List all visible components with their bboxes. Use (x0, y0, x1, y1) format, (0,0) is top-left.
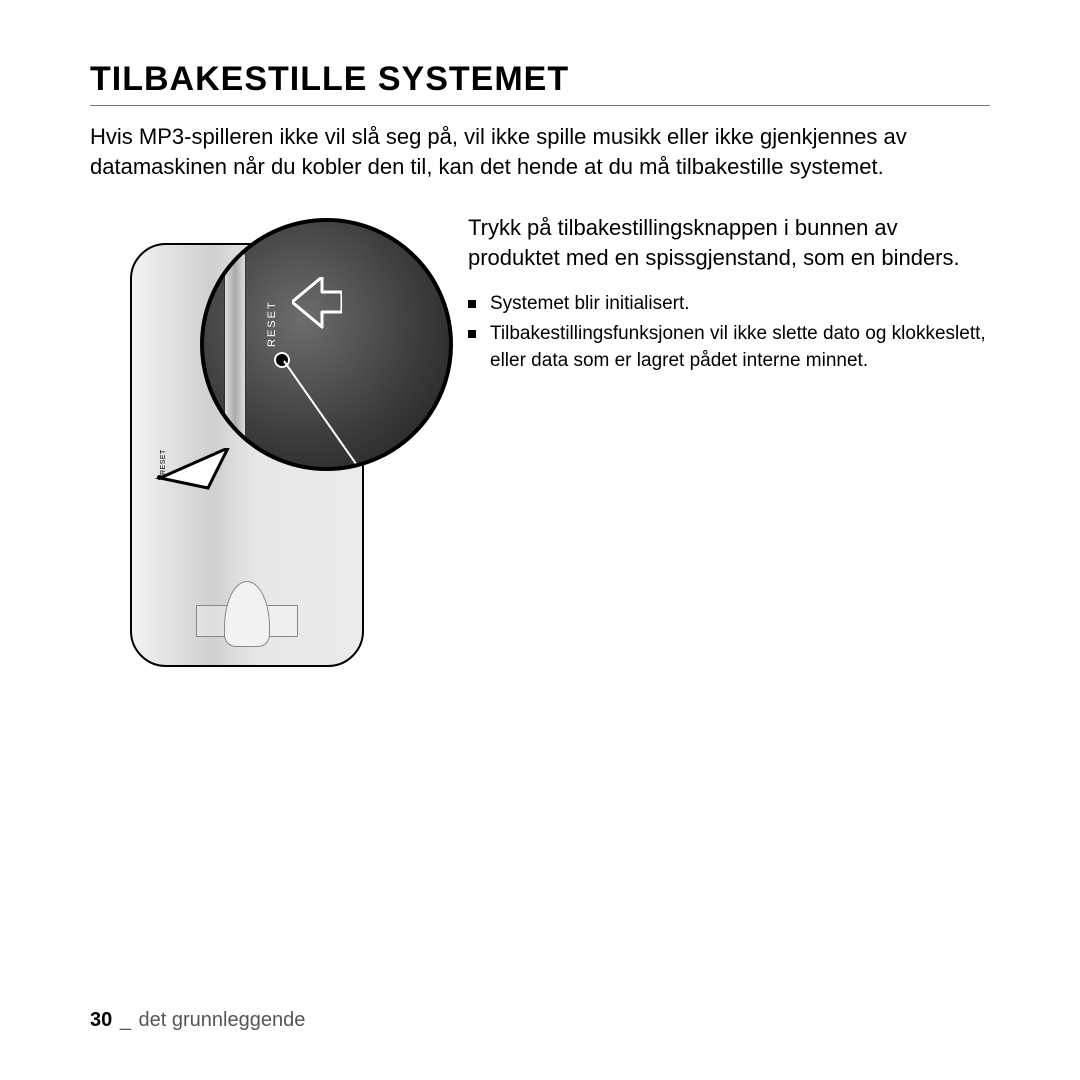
footer-separator: _ (120, 1009, 131, 1031)
page-title: TILBAKESTILLE SYSTEMET (90, 60, 990, 106)
arrow-left-icon (292, 277, 342, 337)
bullet-item: Tilbakestillingsfunksjonen vil ikke slet… (468, 321, 990, 374)
page-number: 30 (90, 1009, 112, 1031)
instruction-column: Trykk på tilbakestillingsknappen i bunne… (450, 213, 990, 378)
bullet-list: Systemet blir initialisert. Tilbakestill… (468, 291, 990, 375)
magnifier-circle: RESET (200, 218, 453, 471)
page-footer: 30 _ det grunnleggende (90, 1009, 305, 1032)
footer-section: det grunnleggende (139, 1009, 306, 1031)
bullet-item: Systemet blir initialisert. (468, 291, 990, 318)
reset-label-zoom: RESET (266, 301, 278, 348)
paperclip-pin-icon (283, 361, 365, 472)
intro-paragraph: Hvis MP3-spilleren ikke vil slå seg på, … (90, 122, 990, 181)
callout-tail-icon (148, 448, 268, 508)
device-edge-zoom (224, 252, 246, 444)
instruction-lead: Trykk på tilbakestillingsknappen i bunne… (468, 213, 990, 272)
content-row: RESET RESET Trykk på tilbakestillingskna… (90, 213, 990, 673)
device-illustration: RESET RESET (90, 213, 450, 673)
device-bottom-cap (224, 581, 270, 647)
